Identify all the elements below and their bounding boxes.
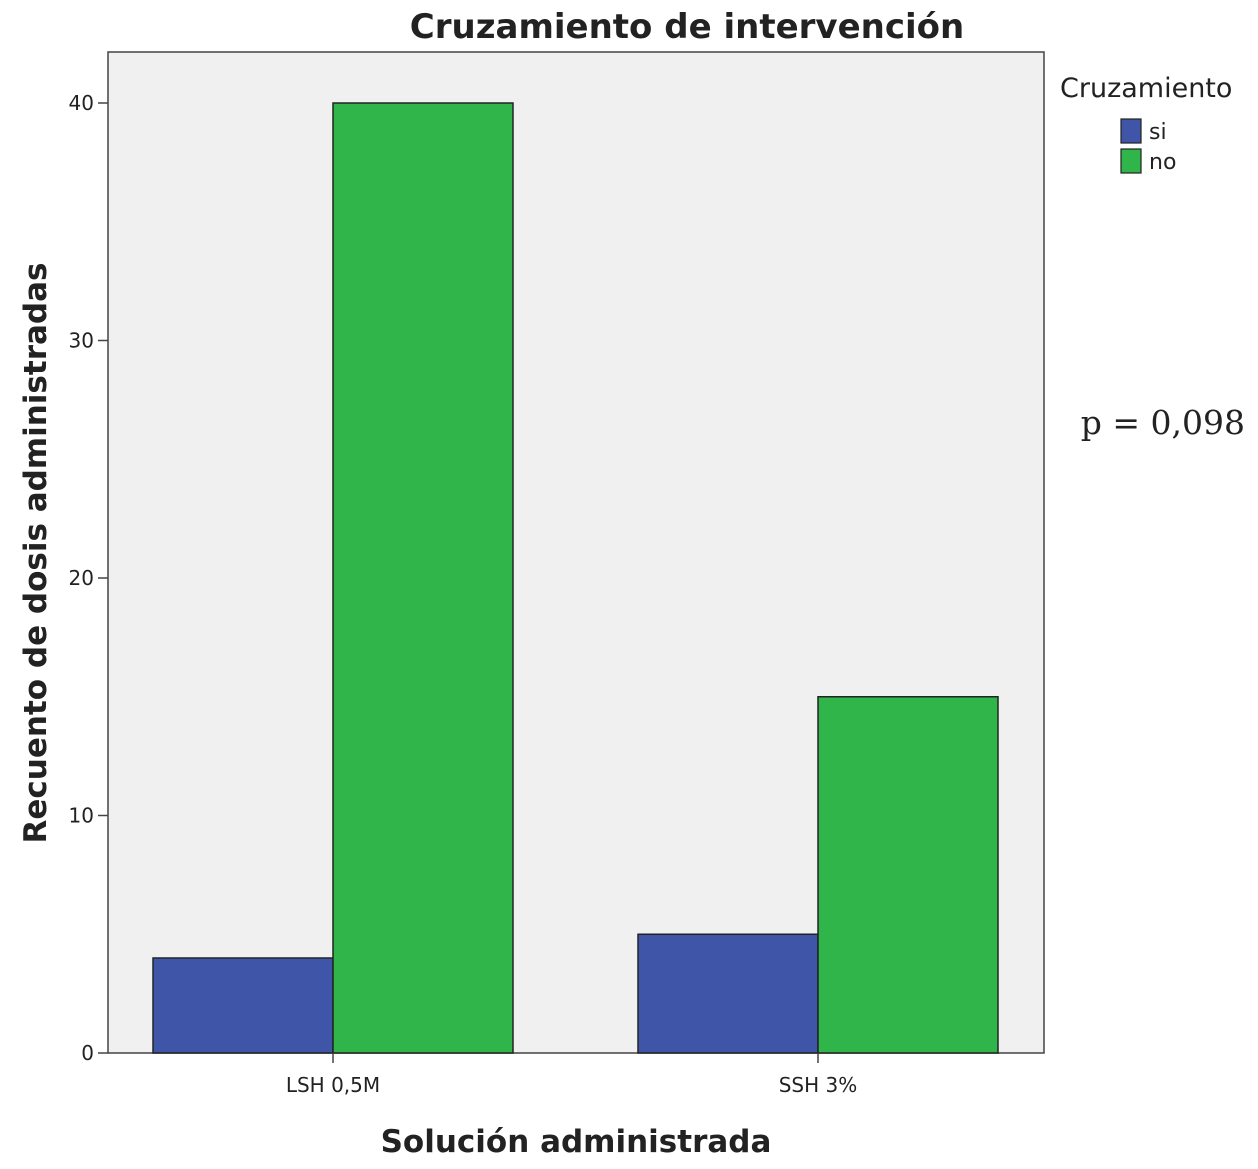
legend-swatch-no	[1120, 148, 1142, 174]
legend-label-no: no	[1149, 150, 1176, 175]
y-axis: 0 10 20 30 40	[69, 91, 108, 1065]
p-value-annotation: p = 0,098	[1081, 403, 1245, 442]
x-axis: LSH 0,5M SSH 3%	[286, 1053, 857, 1097]
x-tick-label: SSH 3%	[779, 1073, 858, 1097]
bar-si-1	[637, 933, 819, 1054]
y-tick-label: 10	[69, 804, 94, 828]
chart-title: Cruzamiento de intervención	[410, 7, 964, 47]
bar-si-0	[152, 957, 334, 1054]
y-tick-label: 40	[69, 91, 94, 115]
bars	[152, 102, 999, 1054]
legend: Cruzamiento si no	[1060, 73, 1232, 175]
legend-swatch-si	[1120, 118, 1142, 144]
y-tick-label: 30	[69, 329, 94, 353]
y-tick-label: 0	[81, 1041, 94, 1065]
y-axis-title: Recuento de dosis administradas	[18, 263, 54, 844]
legend-label-si: si	[1149, 120, 1167, 145]
x-axis-title: Solución administrada	[381, 1124, 772, 1160]
x-tick-label: LSH 0,5M	[286, 1073, 380, 1097]
legend-title: Cruzamiento	[1060, 73, 1232, 104]
bar-no-0	[332, 102, 514, 1054]
bar-no-1	[817, 696, 999, 1054]
y-tick-label: 20	[69, 566, 94, 590]
